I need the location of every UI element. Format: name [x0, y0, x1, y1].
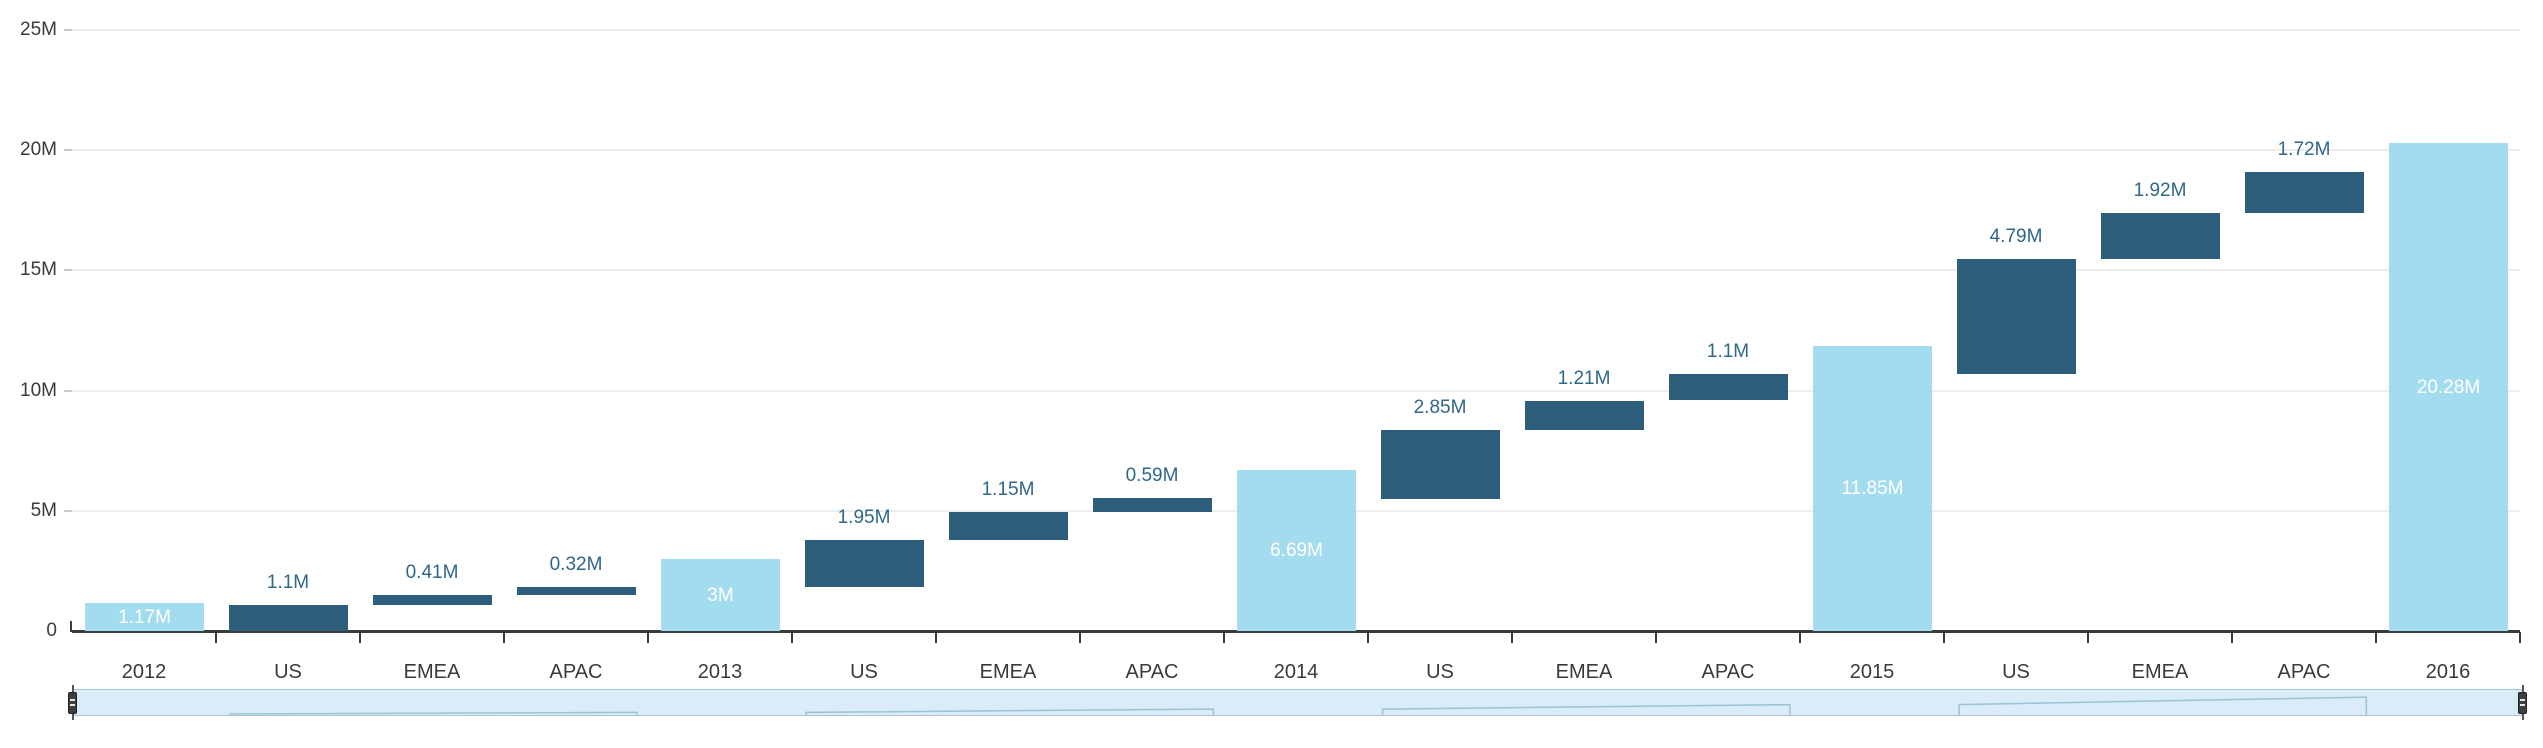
bar-value-label: 1.1M	[1706, 341, 1750, 362]
x-axis-tick	[2375, 632, 2377, 643]
x-axis-category-label: EMEA	[403, 661, 461, 683]
x-axis-tick	[2231, 632, 2233, 643]
x-axis-tick	[503, 632, 505, 643]
x-axis-category-label: US	[850, 661, 878, 683]
bar-value-label: 0.41M	[405, 562, 459, 583]
bar-value-label: 1.95M	[837, 507, 891, 528]
x-axis-tick	[1079, 632, 1081, 643]
x-axis-tick	[359, 632, 361, 643]
bar-value-label: 0.59M	[1125, 465, 1179, 486]
x-axis-category-label: APAC	[2277, 661, 2331, 683]
bar-value-label: 1.21M	[1557, 368, 1611, 389]
bar-value-label: 1.17M	[118, 606, 171, 628]
total-bar-2016-16[interactable]: 20.28M	[2389, 143, 2508, 631]
delta-bar-us-13[interactable]	[1957, 259, 2076, 374]
x-axis-line	[72, 630, 2520, 633]
x-axis-tick	[1655, 632, 1657, 643]
delta-bar-apac-3[interactable]	[517, 587, 636, 595]
delta-bar-us-9[interactable]	[1381, 430, 1500, 499]
x-axis-tick	[215, 632, 217, 643]
x-axis-tick	[1223, 632, 1225, 643]
bar-value-label: 1.72M	[2277, 139, 2331, 160]
y-axis-label: 15M	[20, 259, 57, 281]
x-axis-category-label: 2013	[697, 661, 743, 683]
delta-bar-apac-7[interactable]	[1093, 498, 1212, 512]
delta-bar-us-5[interactable]	[805, 540, 924, 587]
y-axis-tick	[64, 389, 72, 392]
bar-value-label: 1.1M	[266, 572, 310, 593]
y-axis-tick	[64, 509, 72, 512]
bar-value-label: 1.15M	[981, 479, 1035, 500]
gridline-20M	[72, 149, 2520, 152]
x-axis-category-label: 2016	[2425, 661, 2471, 683]
total-bar-2012-0[interactable]: 1.17M	[85, 603, 204, 631]
x-axis-tick	[647, 632, 649, 643]
y-axis-tick	[64, 149, 72, 152]
y-axis-label: 0	[46, 620, 57, 641]
x-axis-category-label: 2014	[1273, 661, 1319, 683]
delta-bar-apac-15[interactable]	[2245, 172, 2364, 213]
x-axis-tick	[2087, 632, 2089, 643]
bar-value-label: 1.92M	[2133, 180, 2187, 201]
x-axis-category-label: EMEA	[1555, 661, 1613, 683]
total-bar-2013-4[interactable]: 3M	[661, 559, 780, 631]
x-axis-tick	[1943, 632, 1945, 643]
x-axis-tick	[791, 632, 793, 643]
bar-value-label: 2.85M	[1413, 397, 1467, 418]
scrubber-handle-right[interactable]	[2518, 691, 2527, 714]
bar-value-label: 20.28M	[2416, 376, 2481, 398]
x-axis-category-label: EMEA	[979, 661, 1037, 683]
delta-bar-emea-6[interactable]	[949, 512, 1068, 540]
x-axis-category-label: APAC	[1701, 661, 1755, 683]
x-axis-category-label: US	[2002, 661, 2030, 683]
x-axis-tick	[2519, 632, 2521, 643]
x-axis-category-label: APAC	[549, 661, 603, 683]
delta-bar-apac-11[interactable]	[1669, 374, 1788, 400]
bar-value-label: 6.69M	[1270, 540, 1323, 561]
bar-value-label: 0.32M	[549, 554, 603, 575]
gridline-10M	[72, 389, 2520, 392]
scrubber-handle-left[interactable]	[68, 691, 77, 714]
x-axis-category-label: EMEA	[2131, 661, 2189, 683]
x-axis-category-label: 2012	[121, 661, 167, 683]
x-axis-tick	[1511, 632, 1513, 643]
gridline-25M	[72, 29, 2520, 31]
x-axis-tick	[1367, 632, 1369, 643]
y-axis-label: 5M	[30, 499, 57, 521]
total-bar-2014-8[interactable]: 6.69M	[1237, 470, 1356, 631]
gridline-15M	[72, 269, 2520, 272]
x-axis-tick	[935, 632, 937, 643]
x-axis-category-label: APAC	[1125, 661, 1179, 683]
y-axis-label: 25M	[20, 19, 57, 40]
bar-value-label: 3M	[707, 584, 734, 606]
x-axis-category-label: 2015	[1849, 661, 1895, 683]
x-axis-category-label: US	[274, 661, 302, 683]
scrubber-track[interactable]	[73, 689, 2523, 716]
y-axis-tick	[64, 29, 72, 31]
y-axis-label: 20M	[20, 139, 57, 161]
delta-bar-emea-14[interactable]	[2101, 213, 2220, 259]
x-axis-category-label: US	[1426, 661, 1454, 683]
delta-bar-us-1[interactable]	[229, 605, 348, 631]
total-bar-2015-12[interactable]: 11.85M	[1813, 346, 1932, 631]
y-axis-tick	[64, 269, 72, 272]
bar-value-label: 4.79M	[1989, 226, 2043, 247]
x-axis-tick	[1799, 632, 1801, 643]
delta-bar-emea-2[interactable]	[373, 595, 492, 605]
y-axis-label: 10M	[20, 379, 57, 401]
bar-value-label: 11.85M	[1841, 478, 1904, 499]
x-axis-start-cap	[70, 621, 72, 632]
delta-bar-emea-10[interactable]	[1525, 401, 1644, 430]
